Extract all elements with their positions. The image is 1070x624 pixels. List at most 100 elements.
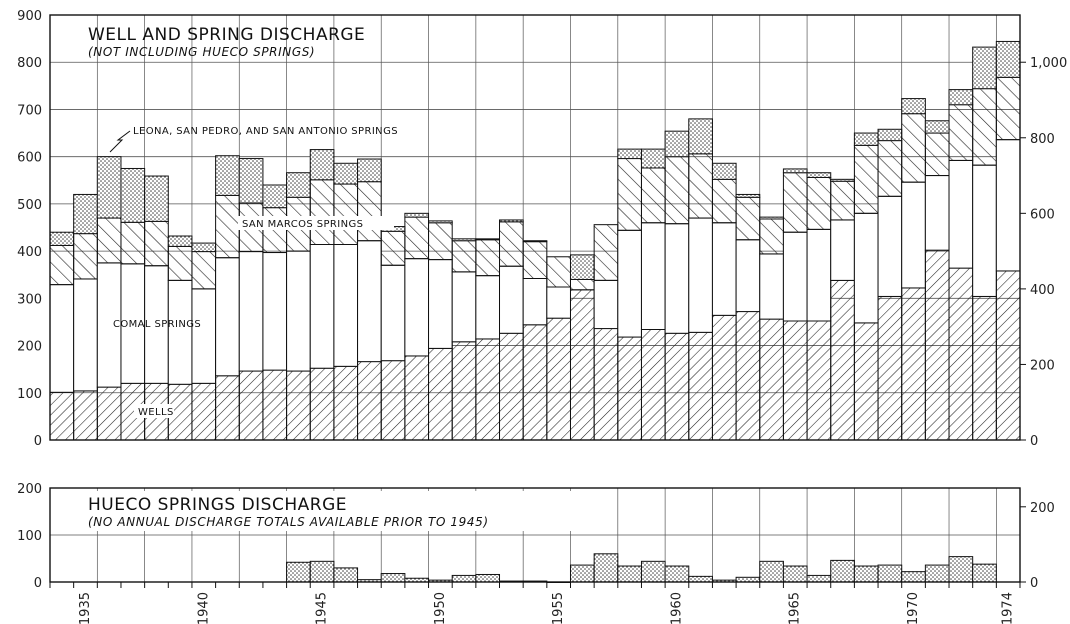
bar-leona-san-pedro-and-san-antonio-springs-1945 [309, 149, 335, 181]
bar-san-marcos-springs-1968 [853, 144, 879, 214]
x-tick-label-1950: 1950 [433, 592, 448, 624]
bar-leona-san-pedro-and-san-antonio-springs-1946 [333, 162, 359, 185]
bar-leona-san-pedro-and-san-antonio-springs-1953 [499, 219, 524, 223]
x-tick-label-1945: 1945 [315, 592, 330, 624]
hueco-springs-discharge-chart: 0 100 200 0 200 1935 1940 1945 1950 1955 1960 1965 1… [17, 482, 1055, 624]
bar-leona-san-pedro-and-san-antonio-springs-1966 [806, 172, 832, 178]
bar-hueco-springs-1952 [475, 573, 501, 583]
bar-leona-san-pedro-and-san-antonio-springs-1959 [640, 148, 666, 169]
bar-comal-springs-1945 [309, 244, 335, 369]
bar-san-marcos-springs-1941 [215, 194, 240, 259]
bar-wells-1943 [262, 369, 288, 441]
bottom-right-tick-label: 0 [1030, 576, 1038, 591]
bar-wells-1966 [806, 320, 832, 441]
bar-san-marcos-springs-1936 [96, 217, 122, 264]
top-right-tick-label: 400 [1030, 283, 1055, 298]
bar-san-marcos-springs-1959 [640, 167, 666, 224]
x-tick-label-1955: 1955 [551, 592, 566, 624]
bar-hueco-springs-1964 [759, 560, 784, 583]
bar-wells-1971 [924, 249, 950, 441]
bar-san-marcos-springs-1971 [924, 132, 950, 177]
bar-san-marcos-springs-1973 [972, 88, 997, 166]
bottom-left-tick-label: 100 [17, 529, 42, 544]
bar-hueco-springs-1959 [640, 560, 666, 583]
bar-hueco-springs-1968 [853, 565, 879, 583]
bottom-chart-subtitle: (NO ANNUAL DISCHARGE TOTALS AVAILABLE PR… [88, 515, 489, 529]
bar-hueco-springs-1965 [782, 565, 808, 583]
bar-hueco-springs-1972 [948, 556, 974, 583]
bar-leona-san-pedro-and-san-antonio-springs-1952 [475, 238, 501, 241]
bar-wells-1957 [593, 328, 619, 441]
bar-wells-1936 [96, 386, 122, 441]
bar-wells-1955 [546, 317, 571, 441]
well-spring-discharge-chart: 0 100 200 300 400 500 600 700 800 900 0 200 400 600 80… [17, 9, 1067, 449]
bar-hueco-springs-1966 [806, 574, 832, 583]
bar-hueco-springs-1956 [569, 564, 595, 583]
bar-hueco-springs-1951 [451, 574, 477, 583]
bar-hueco-springs-1971 [924, 564, 950, 583]
bar-hueco-springs-1944 [286, 561, 311, 583]
bar-wells-1952 [475, 338, 501, 441]
bar-san-marcos-springs-1956 [569, 278, 595, 291]
bar-comal-springs-1965 [782, 231, 808, 322]
bar-leona-san-pedro-and-san-antonio-springs-1960 [664, 130, 690, 158]
bar-leona-san-pedro-and-san-antonio-springs-1958 [617, 148, 642, 160]
bar-wells-1934 [49, 391, 75, 441]
bar-comal-springs-1955 [546, 286, 571, 319]
bar-wells-1965 [782, 320, 808, 441]
bar-san-marcos-springs-1947 [357, 181, 382, 242]
bar-comal-springs-1972 [948, 159, 974, 269]
top-left-tick-label: 0 [34, 434, 42, 449]
bar-leona-san-pedro-and-san-antonio-springs-1941 [215, 155, 240, 196]
bar-wells-1948 [380, 360, 406, 441]
bar-comal-springs-1934 [49, 284, 75, 393]
top-left-tick-label: 600 [17, 151, 42, 166]
bottom-bars [286, 553, 997, 583]
bar-wells-1972 [948, 267, 974, 441]
annotation-san-marcos-springs: SAN MARCOS SPRINGS [242, 219, 363, 230]
bar-leona-san-pedro-and-san-antonio-springs-1949 [404, 212, 430, 218]
bar-leona-san-pedro-and-san-antonio-springs-1961 [688, 118, 713, 155]
bar-wells-1968 [853, 322, 879, 441]
bar-wells-1954 [522, 324, 548, 441]
bar-wells-1945 [309, 367, 335, 441]
annotation-bg-san-marcos [238, 216, 394, 230]
bar-leona-san-pedro-and-san-antonio-springs-1947 [357, 158, 382, 183]
bar-comal-springs-1957 [593, 279, 619, 330]
bar-comal-springs-1951 [451, 271, 477, 343]
bar-leona-san-pedro-and-san-antonio-springs-1973 [972, 46, 997, 90]
bar-comal-springs-1964 [759, 253, 784, 320]
bar-comal-springs-1954 [522, 278, 548, 326]
bar-leona-san-pedro-and-san-antonio-springs-1935 [73, 193, 98, 235]
bar-hueco-springs-1969 [877, 564, 903, 583]
annotation-wells: WELLS [138, 407, 174, 418]
bar-comal-springs-1967 [830, 219, 855, 281]
bar-leona-san-pedro-and-san-antonio-springs-1936 [96, 156, 122, 219]
top-right-tick-label: 200 [1030, 358, 1055, 373]
bar-wells-1964 [759, 318, 784, 441]
top-right-tick-label: 600 [1030, 207, 1055, 222]
bar-comal-springs-1940 [191, 288, 217, 384]
bar-san-marcos-springs-1949 [404, 216, 430, 260]
bar-hueco-springs-1967 [830, 559, 855, 583]
bar-san-marcos-springs-1938 [144, 220, 169, 267]
bar-leona-san-pedro-and-san-antonio-springs-1974 [995, 40, 1021, 78]
bar-hueco-springs-1946 [333, 567, 359, 583]
bottom-left-tick-label: 200 [17, 482, 42, 497]
bar-san-marcos-springs-1957 [593, 224, 619, 281]
bar-comal-springs-1947 [357, 240, 382, 363]
bar-leona-san-pedro-and-san-antonio-springs-1972 [948, 89, 974, 106]
bar-wells-1963 [735, 311, 761, 441]
bar-wells-1969 [877, 295, 903, 441]
bar-leona-san-pedro-and-san-antonio-springs-1937 [120, 167, 146, 223]
bar-hueco-springs-1948 [380, 573, 406, 583]
bar-comal-springs-1960 [664, 223, 690, 334]
bar-leona-san-pedro-and-san-antonio-springs-1943 [262, 184, 288, 209]
bar-leona-san-pedro-and-san-antonio-springs-1970 [901, 98, 926, 115]
bar-san-marcos-springs-1950 [428, 222, 453, 261]
bar-leona-san-pedro-and-san-antonio-springs-1939 [167, 235, 193, 247]
bar-hueco-springs-1973 [972, 563, 997, 583]
top-left-tick-label: 700 [17, 103, 42, 118]
top-left-tick-label: 400 [17, 245, 42, 260]
bar-wells-1940 [191, 382, 217, 441]
